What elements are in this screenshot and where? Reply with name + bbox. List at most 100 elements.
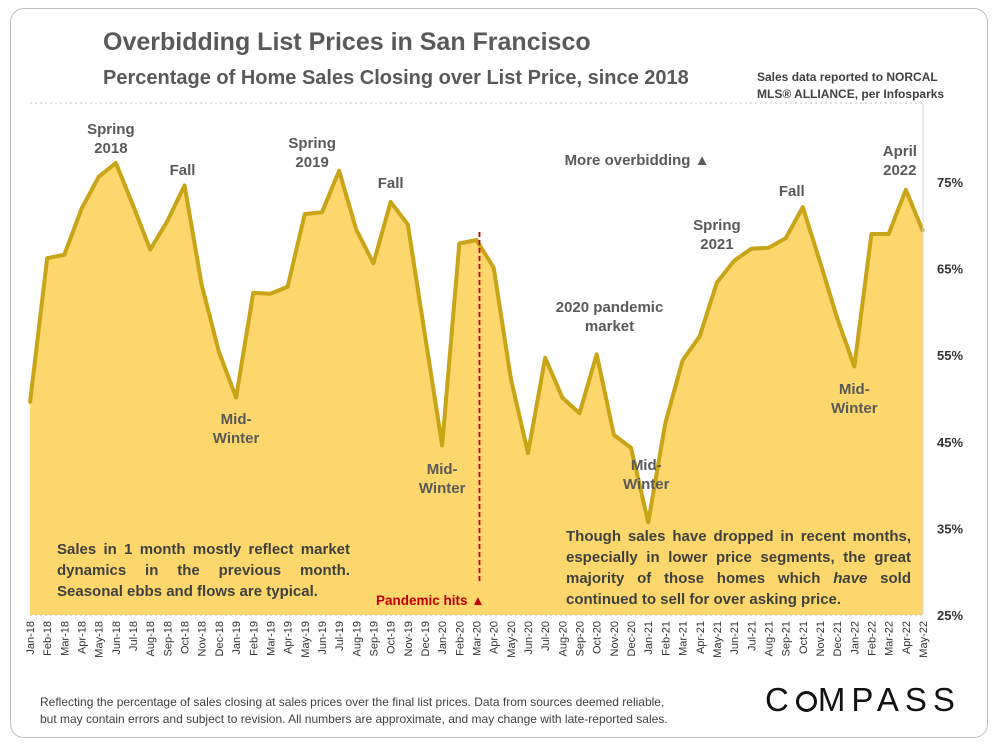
x-tick-label: May-22: [918, 621, 930, 658]
data-point: [853, 365, 856, 368]
data-point: [732, 259, 736, 263]
annotation-label: Mid-Winter: [213, 411, 260, 447]
data-point: [45, 257, 49, 260]
data-point: [595, 353, 598, 356]
x-tick-label: Jan-20: [437, 621, 449, 655]
x-tick-label: Jan-21: [643, 621, 655, 655]
x-tick-label: Jul-21: [746, 621, 758, 651]
data-point: [63, 253, 66, 256]
data-point: [870, 232, 873, 236]
brand-logo-circle: [795, 691, 817, 712]
x-tick-label: Apr-21: [695, 621, 707, 654]
pandemic-label: Pandemic hits ▲: [376, 593, 485, 608]
data-point: [784, 237, 787, 240]
annotation-label: Spring 2021: [693, 217, 741, 253]
x-tick-label: Mar-20: [472, 621, 484, 656]
data-point: [835, 316, 839, 320]
x-tick-label: Feb-19: [248, 621, 260, 656]
data-point: [509, 377, 513, 380]
note-right-emphasis: have: [833, 570, 868, 587]
x-tick-label: Oct-21: [798, 621, 810, 654]
x-tick-label: Sep-21: [781, 621, 793, 656]
data-point: [200, 283, 203, 287]
annotation-label: Mid-Winter: [419, 461, 466, 497]
x-tick-label: Dec-19: [420, 621, 432, 656]
x-tick-label: Sep-19: [368, 621, 380, 656]
source-note-line: MLS® ALLIANCE, per Infosparks: [757, 87, 945, 101]
note-right-text-end: sold continued to sell for over asking p…: [566, 570, 911, 608]
data-point: [561, 396, 564, 399]
x-tick-label: May-20: [506, 621, 518, 658]
annotation-label: Fall: [170, 162, 196, 179]
x-tick-label: Dec-18: [214, 621, 226, 656]
data-point: [355, 228, 358, 231]
x-tick-label: Jul-20: [540, 621, 552, 651]
annotation-label: Mid-Winter: [831, 381, 878, 417]
x-tick-label: Mar-22: [884, 621, 896, 656]
data-point: [149, 248, 152, 251]
data-point: [750, 247, 753, 250]
data-point: [647, 521, 650, 524]
note-right-text: Though sales have dropped in recent mont…: [566, 528, 911, 587]
x-tick-label: Mar-21: [678, 621, 690, 656]
x-tick-label: May-18: [94, 621, 106, 658]
annotation-label: April 2022: [883, 143, 917, 179]
x-tick-label: Jun-19: [317, 621, 329, 655]
x-tick-label: Oct-20: [592, 621, 604, 654]
brand-logo: C MPASS: [765, 681, 961, 719]
x-tick-label: Jul-19: [334, 621, 346, 651]
data-point: [389, 200, 392, 204]
y-tick-label: 55%: [937, 348, 963, 363]
data-point: [269, 292, 272, 295]
data-point: [166, 219, 169, 223]
data-point: [887, 232, 890, 236]
x-tick-label: Apr-18: [77, 621, 89, 654]
y-tick-label: 25%: [937, 608, 963, 623]
data-point: [337, 169, 341, 172]
chart-title: Overbidding List Prices in San Francisco: [103, 28, 591, 56]
data-point: [475, 238, 478, 242]
y-tick-label: 35%: [937, 521, 963, 536]
x-tick-label: Aug-18: [145, 621, 157, 656]
data-point: [664, 421, 667, 424]
y-tick-label: 45%: [937, 435, 963, 450]
data-point: [681, 359, 684, 362]
x-tick-label: Jun-20: [523, 621, 535, 655]
x-tick-label: Nov-19: [403, 621, 415, 656]
data-point: [252, 291, 255, 295]
data-point: [114, 161, 118, 165]
x-tick-label: Jan-18: [25, 621, 37, 655]
brand-logo-start: C: [765, 681, 795, 718]
x-tick-label: May-19: [300, 621, 312, 658]
data-point: [423, 334, 427, 337]
x-tick-label: Mar-18: [59, 621, 71, 656]
x-tick-label: Sep-20: [575, 621, 587, 656]
footer-note-line: Reflecting the percentage of sales closi…: [40, 695, 665, 709]
data-point: [578, 412, 581, 415]
source-note-line: Sales data reported to NORCAL: [757, 70, 938, 84]
data-point: [234, 396, 238, 399]
y-tick-label: 75%: [937, 175, 963, 190]
x-tick-label: Feb-18: [42, 621, 54, 656]
x-tick-label: Dec-20: [626, 621, 638, 656]
data-point: [543, 356, 547, 359]
x-tick-label: Nov-21: [815, 621, 827, 656]
x-tick-label: Apr-20: [489, 621, 501, 654]
x-tick-label: Apr-19: [283, 621, 295, 654]
data-point: [286, 285, 289, 288]
x-tick-label: Jan-19: [231, 621, 243, 655]
note-left: Sales in 1 month mostly reflect market d…: [57, 541, 350, 600]
data-point: [28, 401, 32, 405]
x-tick-label: Jun-18: [111, 621, 123, 655]
x-tick-label: Aug-20: [557, 621, 569, 656]
data-point: [303, 212, 306, 216]
data-point: [131, 204, 135, 207]
data-point: [217, 350, 221, 353]
x-tick-label: May-21: [712, 621, 724, 658]
data-point: [801, 205, 804, 209]
x-tick-label: Oct-19: [386, 621, 398, 654]
footer-note: Reflecting the percentage of sales closi…: [40, 694, 740, 728]
x-tick-label: Nov-18: [197, 621, 209, 656]
x-tick-label: Apr-22: [901, 621, 913, 654]
data-point: [458, 242, 461, 245]
